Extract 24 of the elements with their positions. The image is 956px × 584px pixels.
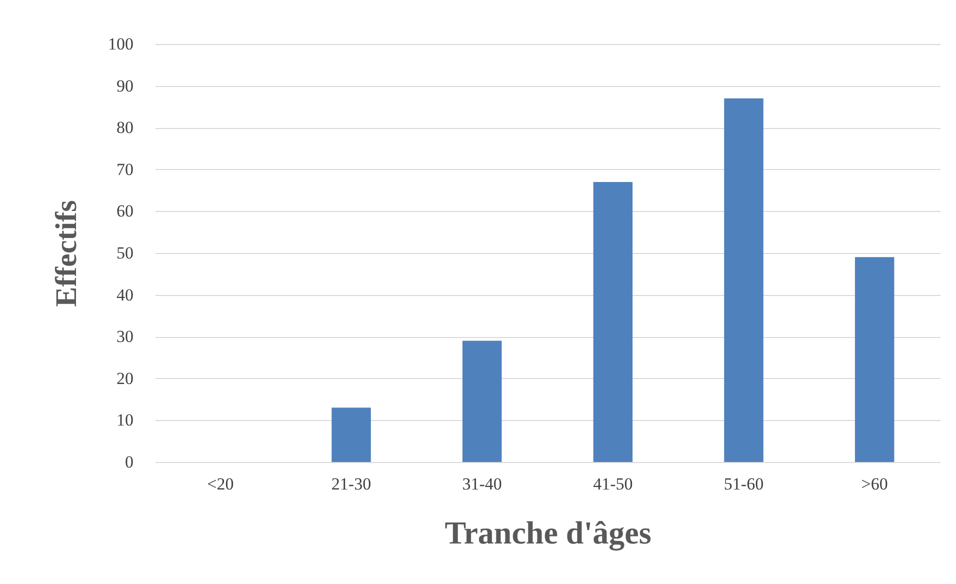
x-tick-label: 21-30	[331, 474, 372, 494]
y-axis-title: Effectifs	[50, 200, 83, 307]
y-tick-label: 100	[108, 34, 134, 54]
bar	[724, 98, 764, 462]
x-tick-label: <20	[207, 474, 234, 494]
bar	[593, 182, 633, 462]
x-tick-label: >60	[861, 474, 888, 494]
y-tick-label: 90	[116, 76, 134, 96]
bar	[332, 408, 371, 462]
y-tick-label: 70	[116, 160, 134, 179]
y-tick-label: 30	[116, 327, 134, 346]
y-tick-label: 10	[116, 410, 134, 430]
y-tick-label: 80	[116, 118, 134, 138]
y-tick-label: 40	[116, 285, 134, 304]
x-tick-label: 51-60	[724, 474, 764, 494]
y-tick-label: 60	[116, 202, 134, 221]
y-tick-label: 50	[116, 244, 134, 262]
y-tick-label: 20	[116, 368, 134, 388]
x-axis-title: Tranche d'âges	[444, 514, 652, 552]
y-tick-label: 0	[125, 452, 134, 472]
bar	[462, 340, 502, 462]
x-tick-label: 41-50	[593, 474, 633, 494]
bar	[854, 257, 894, 462]
x-tick-label: 31-40	[462, 474, 502, 494]
